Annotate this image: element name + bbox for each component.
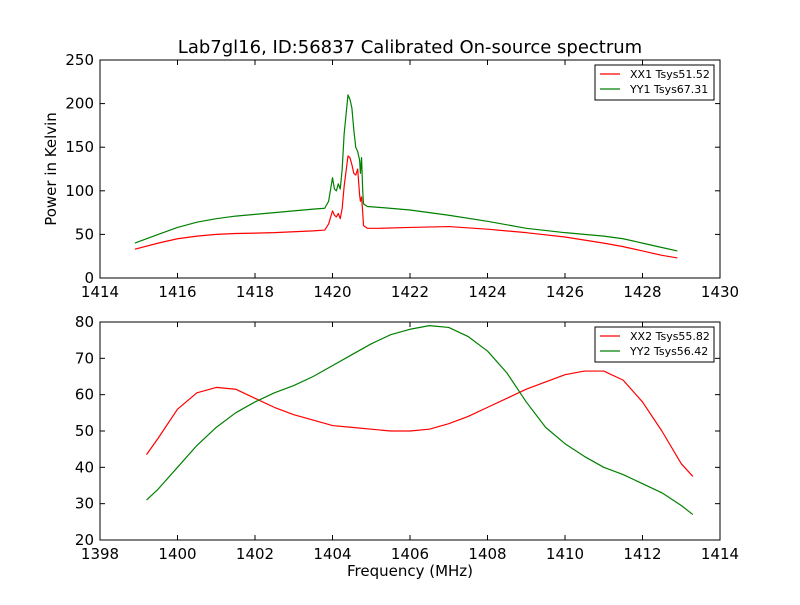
legend-label: XX2 Tsys55.82 (630, 330, 710, 343)
x-tick-label: 1414 (81, 283, 119, 301)
x-tick-label: 1406 (391, 545, 429, 563)
legend-label: XX1 Tsys51.52 (630, 68, 710, 81)
x-tick-label: 1402 (236, 545, 274, 563)
y-axis-label: Power in Kelvin (42, 112, 60, 226)
x-tick-label: 1398 (81, 545, 119, 563)
y-tick-label: 60 (75, 386, 94, 404)
y-tick-label: 30 (75, 495, 94, 513)
top-panel: 1414 1416 1418 1420 1422 1424 1426 1428 1430 0 50 1… (65, 51, 739, 301)
y-tick-label: 200 (65, 95, 94, 113)
series-line-yy2 (146, 325, 694, 516)
x-tick-label: 1400 (158, 545, 196, 563)
x-tick-label: 1414 (701, 545, 739, 563)
y-tick-label: 250 (65, 51, 94, 69)
series-line-xx1 (134, 155, 678, 259)
y-tick-label: 50 (75, 422, 94, 440)
x-tick-label: 1416 (158, 283, 196, 301)
x-tick-label: 1404 (313, 545, 351, 563)
x-tick-label: 1428 (623, 283, 661, 301)
x-axis-label: Frequency (MHz) (347, 562, 473, 580)
series-line-xx2 (146, 370, 694, 477)
y-tick-label: 70 (75, 349, 94, 367)
x-tick-label: 1422 (391, 283, 429, 301)
bottom-panel: 1398 1400 1402 1404 1406 1408 1410 1412 1414 20 30… (75, 313, 739, 563)
x-tick-label: 1410 (546, 545, 584, 563)
y-tick-label: 100 (65, 182, 94, 200)
y-tick-label: 0 (84, 269, 94, 287)
y-tick-label: 20 (75, 531, 94, 549)
y-tick-label: 40 (75, 458, 94, 476)
x-tick-label: 1412 (623, 545, 661, 563)
x-tick-label: 1420 (313, 283, 351, 301)
legend (594, 326, 715, 363)
series-line-yy1 (134, 94, 678, 252)
chart-title: Lab7gl16, ID:56837 Calibrated On-source … (178, 37, 642, 58)
x-tick-label: 1424 (468, 283, 506, 301)
legend-label: YY2 Tsys56.42 (629, 345, 708, 358)
legend-label: YY1 Tsys67.31 (629, 83, 708, 96)
x-tick-label: 1430 (701, 283, 739, 301)
y-tick-label: 150 (65, 138, 94, 156)
x-tick-label: 1408 (468, 545, 506, 563)
x-tick-label: 1426 (546, 283, 584, 301)
y-tick-label: 80 (75, 313, 94, 331)
legend (594, 64, 715, 101)
y-tick-label: 50 (75, 225, 94, 243)
x-tick-label: 1418 (236, 283, 274, 301)
